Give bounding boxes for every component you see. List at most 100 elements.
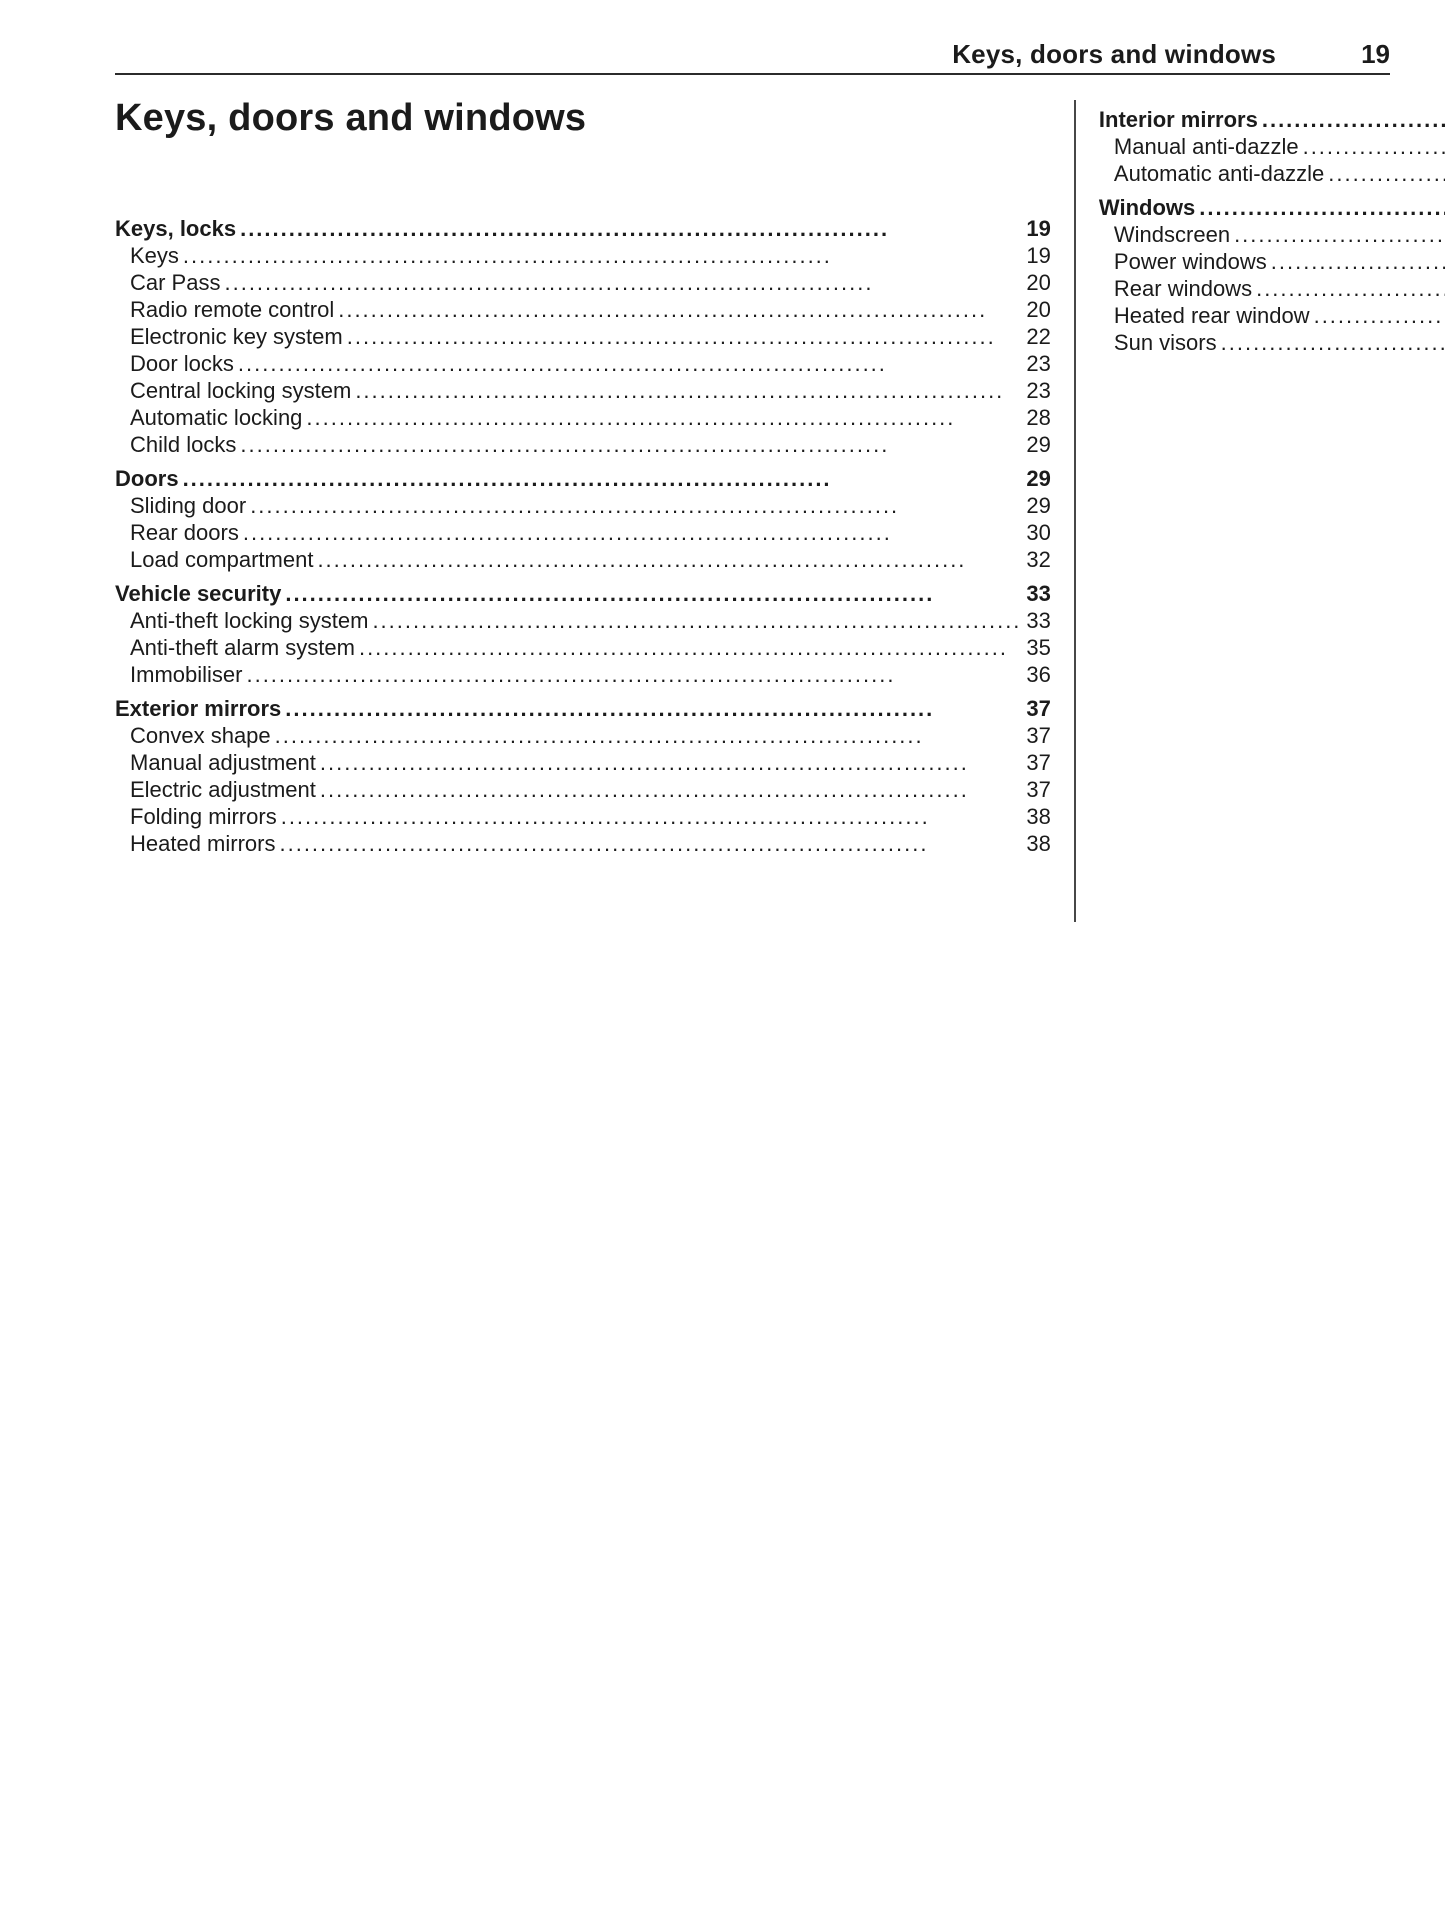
toc-entry-page: 20: [1026, 270, 1051, 295]
toc-entry: Doors 29: [115, 465, 1051, 492]
toc-entry-label: Folding mirrors: [130, 804, 277, 829]
toc-entry-label: Radio remote control: [130, 297, 335, 322]
toc-leader-dots: [347, 323, 1022, 350]
toc-entry-page: 33: [1026, 608, 1051, 633]
toc-group-vehicle-security: Vehicle security 33 Anti-theft locking sy…: [115, 580, 1051, 688]
toc-entry-label: Car Pass: [130, 270, 221, 295]
toc-group-exterior-mirrors: Exterior mirrors 37 Convex shape 37 Manual…: [115, 695, 1051, 857]
toc-entry-page: 29: [1026, 493, 1051, 518]
toc-leader-dots: [320, 776, 1022, 803]
toc-entry-label: Convex shape: [130, 723, 271, 748]
toc-entry: Windscreen39: [1099, 221, 1445, 248]
toc-entry-page: 28: [1026, 405, 1051, 430]
toc-entry-page: 33: [1026, 581, 1051, 606]
toc-entry: Keys, locks 19: [115, 215, 1051, 242]
toc-leader-dots: [250, 492, 1021, 519]
toc-entry: Anti-theft alarm system 35: [115, 634, 1051, 661]
toc-entry-label: Power windows: [1113, 249, 1267, 274]
toc-leader-dots: [238, 350, 1022, 377]
toc-entry-page: 19: [1026, 243, 1051, 268]
toc-leader-dots: [279, 830, 1021, 857]
toc-leader-dots: [1199, 194, 1445, 221]
toc-entry-page: 37: [1026, 750, 1051, 775]
toc-entry: Immobiliser 36: [115, 661, 1051, 688]
toc-leader-dots: [317, 546, 1021, 573]
toc-entry: Interior mirrors38: [1099, 106, 1445, 133]
toc-entry-label: Exterior mirrors: [115, 696, 282, 721]
toc-leader-dots: [224, 269, 1021, 296]
toc-entry-label: Sun visors: [1113, 330, 1217, 355]
toc-entry-label: Child locks: [130, 432, 237, 457]
toc-entry-page: 30: [1026, 520, 1051, 545]
chapter-title: Keys, doors and windows: [115, 97, 587, 139]
toc-entry-label: Load compartment: [130, 547, 314, 572]
page-number: 19: [1361, 39, 1390, 69]
toc-entry-label: Rear windows: [1113, 276, 1253, 301]
toc-entry-label: Heated rear window: [1113, 303, 1310, 328]
toc-entry: Rear doors 30: [115, 519, 1051, 546]
toc-entry-label: Heated mirrors: [130, 831, 276, 856]
toc-entry-label: Electronic key system: [130, 324, 343, 349]
toc-entry: Heated mirrors 38: [115, 830, 1051, 857]
toc-entry: Rear windows40: [1099, 275, 1445, 302]
header-rule: [115, 73, 1390, 75]
toc-entry-label: Immobiliser: [130, 662, 243, 687]
toc-entry: Radio remote control 20: [115, 296, 1051, 323]
toc-leader-dots: [338, 296, 1021, 323]
toc-entry: Power windows40: [1099, 248, 1445, 275]
toc-entry-page: 37: [1026, 696, 1051, 721]
toc-entry-label: Anti-theft locking system: [130, 608, 369, 633]
toc-entry-label: Windscreen: [1113, 222, 1231, 247]
toc-entry-label: Sliding door: [130, 493, 247, 518]
toc-entry: Sun visors41: [1099, 329, 1445, 356]
toc-leader-dots: [1256, 275, 1445, 302]
toc-left: Keys, locks 19 Keys 19 Car Pass 20 Radio re…: [115, 215, 1051, 857]
toc-entry-page: 20: [1026, 297, 1051, 322]
toc-entry: Folding mirrors 38: [115, 803, 1051, 830]
toc-entry-label: Doors: [115, 466, 179, 491]
toc-entry-page: 37: [1026, 777, 1051, 802]
toc-leader-dots: [1262, 106, 1445, 133]
toc-leader-dots: [306, 404, 1021, 431]
toc-leader-dots: [359, 634, 1021, 661]
toc-entry: Vehicle security 33: [115, 580, 1051, 607]
toc-entry-label: Keys: [130, 243, 179, 268]
toc-entry: Electronic key system 22: [115, 323, 1051, 350]
toc-column-1: Keys, doors and windows Keys, locks 19 Ke…: [115, 90, 1051, 857]
toc-entry-page: 23: [1026, 378, 1051, 403]
toc-group-interior-mirrors: Interior mirrors38 Manual anti-dazzle38 …: [1099, 106, 1445, 187]
toc-leader-dots: [320, 749, 1022, 776]
page-content: Keys, doors and windows Keys, locks 19 Ke…: [0, 75, 1445, 1930]
toc-entry-label: Manual anti-dazzle: [1113, 134, 1299, 159]
toc-entry-label: Door locks: [130, 351, 234, 376]
toc-entry-label: Central locking system: [130, 378, 352, 403]
toc-leader-dots: [1303, 133, 1445, 160]
toc-entry-label: Keys, locks: [115, 216, 237, 241]
toc-entry: Door locks 23: [115, 350, 1051, 377]
toc-entry: Load compartment 32: [115, 546, 1051, 573]
toc-entry-label: Automatic anti-dazzle: [1113, 161, 1325, 186]
toc-group-doors: Doors 29 Sliding door 29 Rear doors 30 Load…: [115, 465, 1051, 573]
toc-leader-dots: [240, 215, 1021, 242]
toc-leader-dots: [1271, 248, 1445, 275]
toc-entry: Convex shape 37: [115, 722, 1051, 749]
toc-entry: Windows39: [1099, 194, 1445, 221]
toc-entry-page: 23: [1026, 351, 1051, 376]
toc-entry-page: 29: [1026, 466, 1051, 491]
toc-entry: Anti-theft locking system 33: [115, 607, 1051, 634]
toc-leader-dots: [281, 803, 1022, 830]
toc-leader-dots: [1221, 329, 1445, 356]
toc-entry: Keys 19: [115, 242, 1051, 269]
toc-leader-dots: [285, 695, 1021, 722]
toc-leader-dots: [1234, 221, 1445, 248]
toc-group-windows: Windows39 Windscreen39 Power windows40 R…: [1099, 194, 1445, 356]
toc-right: Interior mirrors38 Manual anti-dazzle38 …: [1099, 106, 1445, 356]
toc-entry-page: 35: [1026, 635, 1051, 660]
toc-leader-dots: [183, 242, 1022, 269]
toc-entry-label: Windows: [1098, 195, 1196, 220]
toc-leader-dots: [1314, 302, 1445, 329]
toc-entry-label: Manual adjustment: [130, 750, 316, 775]
running-header-title: Keys, doors and windows: [952, 39, 1277, 69]
toc-leader-dots: [275, 722, 1022, 749]
toc-leader-dots: [355, 377, 1021, 404]
